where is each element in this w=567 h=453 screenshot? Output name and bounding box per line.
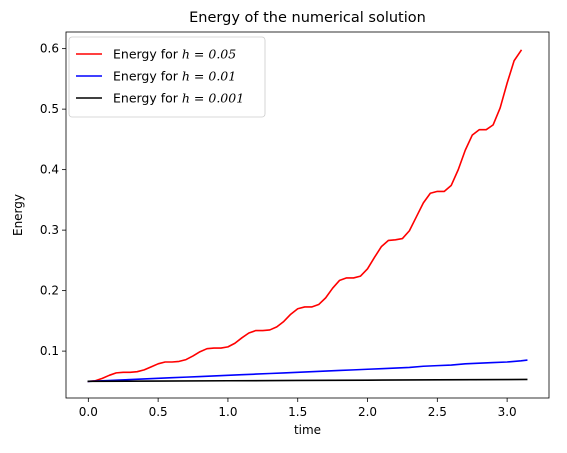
y-tick-label: 0.6 [40, 42, 59, 56]
series-layer [87, 49, 528, 383]
x-tick-label: 2.5 [428, 405, 447, 419]
legend-label-prefix: Energy for [113, 91, 182, 106]
x-tick-label: 1.0 [218, 405, 237, 419]
series-line-2 [87, 378, 528, 383]
legend-label-prefix: Energy for [113, 69, 182, 84]
legend-label-math: h = 0.05 [182, 47, 236, 62]
legend-label-1: Energy for h = 0.01 [113, 69, 236, 84]
x-axis-label: time [294, 423, 321, 437]
y-tick-label: 0.2 [40, 284, 59, 298]
legend-box [68, 36, 266, 118]
y-tick-label: 0.3 [40, 223, 59, 237]
x-tick-label: 0.0 [79, 405, 98, 419]
y-axis-ticks: 0.1 0.2 0.3 0.4 0.5 0.6 [40, 42, 66, 358]
legend-label-math: h = 0.01 [182, 69, 236, 84]
legend-label-math: h = 0.001 [182, 91, 244, 106]
x-tick-label: 1.5 [288, 405, 307, 419]
legend-label-2: Energy for h = 0.001 [113, 91, 244, 106]
y-tick-label: 0.1 [40, 344, 59, 358]
axes-frame [65, 31, 550, 399]
chart-title: Energy of the numerical solution [189, 10, 426, 26]
x-tick-label: 2.0 [358, 405, 377, 419]
legend-label-0: Energy for h = 0.05 [113, 47, 236, 62]
series-line-1 [87, 359, 528, 383]
series-line-0 [87, 49, 523, 383]
x-tick-label: 3.0 [498, 405, 517, 419]
y-tick-label: 0.4 [40, 163, 59, 177]
plot-area: 0.0 0.5 1.0 1.5 2.0 2.5 3.0 0.1 0.2 0.3 0.4 0.5 0.6 [40, 31, 550, 419]
y-tick-label: 0.5 [40, 102, 59, 116]
x-tick-label: 0.5 [149, 405, 168, 419]
x-axis-ticks: 0.0 0.5 1.0 1.5 2.0 2.5 3.0 [79, 398, 517, 419]
legend-label-prefix: Energy for [113, 47, 182, 62]
y-axis-label: Energy [11, 194, 25, 236]
